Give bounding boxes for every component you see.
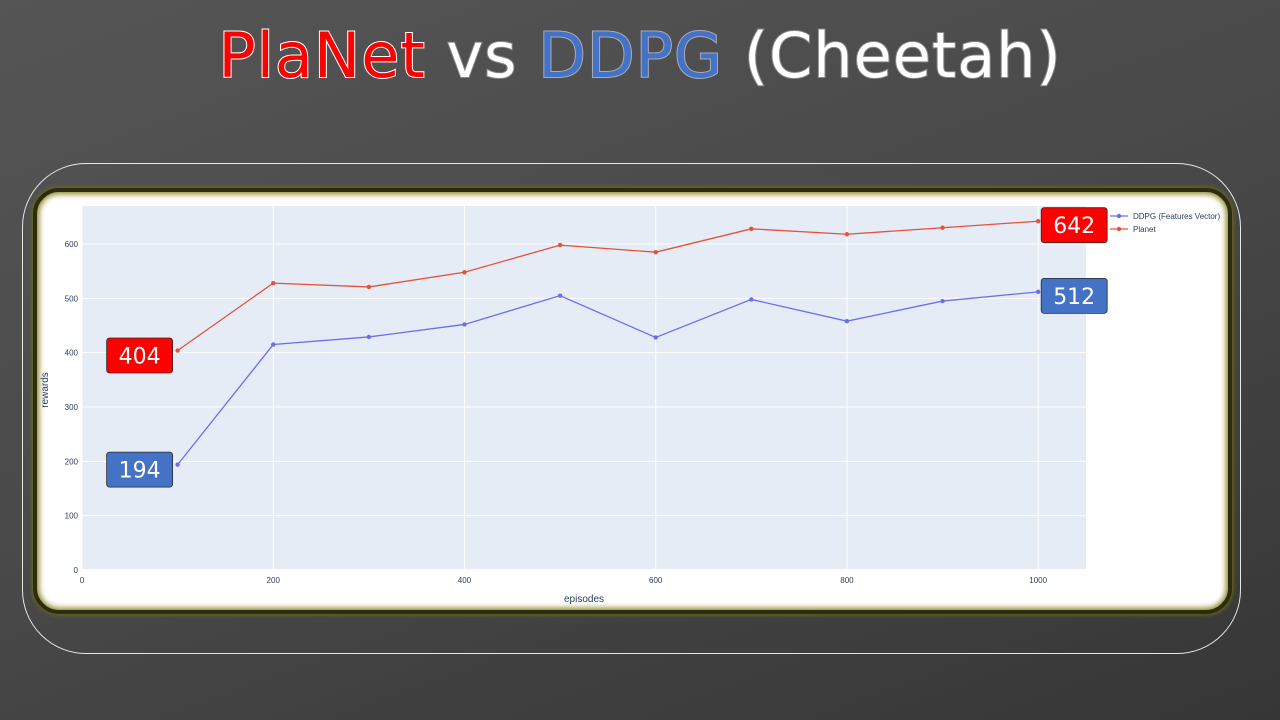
series-line-ddpg xyxy=(177,291,1039,466)
y-tick-label: 400 xyxy=(65,349,79,358)
legend: DDPG (Features Vector) Planet xyxy=(1110,212,1220,234)
slide-title: PlaNet vs DDPG (Cheetah) xyxy=(0,14,1280,98)
data-point xyxy=(844,232,850,237)
data-point xyxy=(462,270,467,275)
data-point xyxy=(271,280,276,286)
data-point xyxy=(462,322,467,327)
data-point xyxy=(175,348,180,353)
data-point xyxy=(749,297,754,302)
x-tick-label: 600 xyxy=(649,576,663,585)
legend-label: DDPG (Features Vector) xyxy=(1133,212,1220,221)
data-point xyxy=(940,298,945,304)
callout-box xyxy=(1040,277,1108,314)
callout-box xyxy=(106,451,174,488)
y-tick-label: 100 xyxy=(65,512,79,521)
y-tick-label: 600 xyxy=(65,240,79,249)
data-point xyxy=(844,318,850,324)
callout-box xyxy=(106,337,174,374)
data-point xyxy=(653,335,658,340)
legend-label: Planet xyxy=(1133,225,1156,234)
title-cheetah: (Cheetah) xyxy=(723,18,1062,93)
series-lines xyxy=(175,219,1041,467)
x-tick-label: 800 xyxy=(840,576,854,585)
callout-box xyxy=(1040,207,1108,244)
data-point xyxy=(366,334,372,340)
title-vs: vs xyxy=(425,18,539,93)
y-axis-title: rewards xyxy=(40,372,51,408)
x-tick-label: 0 xyxy=(80,576,85,585)
x-tick-label: 200 xyxy=(267,576,281,585)
data-point xyxy=(557,293,563,298)
data-point xyxy=(175,462,180,467)
data-point xyxy=(557,242,563,248)
data-point xyxy=(749,226,754,232)
x-tick-label: 1000 xyxy=(1029,576,1047,585)
data-point xyxy=(366,284,372,290)
x-tick-label: 400 xyxy=(458,576,472,585)
data-point xyxy=(940,225,945,230)
y-tick-label: 200 xyxy=(65,457,79,466)
callout-label: 194 xyxy=(119,459,161,484)
outer-frame xyxy=(22,163,1241,654)
y-tick-label: 500 xyxy=(65,294,79,303)
y-tick-label: 300 xyxy=(65,403,79,412)
value-callouts: 404 194 642 512 xyxy=(106,207,1108,488)
data-point xyxy=(1035,289,1041,295)
callout-label: 642 xyxy=(1053,214,1095,239)
y-tick-label: 0 xyxy=(74,566,79,575)
grid-lines xyxy=(81,206,1086,571)
series-line-planet xyxy=(177,220,1039,352)
title-ddpg: DDPG xyxy=(537,18,724,93)
x-axis-title: episodes xyxy=(564,594,604,605)
tick-labels: 0 200 400 600 800 1000 0 100 200 300 400 500 600 xyxy=(65,240,1048,585)
title-planet: PlaNet xyxy=(217,18,426,93)
data-point xyxy=(271,342,276,347)
legend-swatch-marker xyxy=(1116,213,1122,219)
plot-area xyxy=(82,206,1086,570)
callout-label: 512 xyxy=(1053,285,1095,310)
legend-swatch-marker xyxy=(1116,226,1122,232)
data-point xyxy=(1035,219,1041,224)
callout-label: 404 xyxy=(119,345,161,370)
data-point xyxy=(653,249,658,255)
